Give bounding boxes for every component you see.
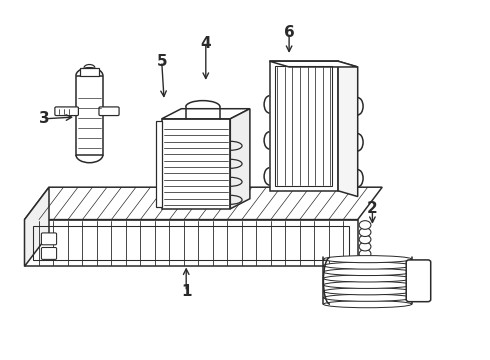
Text: 4: 4 — [200, 36, 211, 51]
FancyBboxPatch shape — [41, 233, 56, 245]
Bar — [275, 66, 332, 186]
Circle shape — [359, 242, 371, 251]
Ellipse shape — [323, 256, 412, 263]
Bar — [270, 61, 338, 191]
Circle shape — [359, 257, 371, 265]
Ellipse shape — [323, 282, 412, 288]
Polygon shape — [24, 187, 49, 266]
Bar — [162, 119, 230, 209]
Circle shape — [359, 249, 371, 258]
Text: 2: 2 — [367, 201, 378, 216]
Polygon shape — [230, 109, 250, 209]
Ellipse shape — [323, 262, 412, 269]
FancyBboxPatch shape — [99, 107, 119, 116]
Ellipse shape — [323, 269, 412, 275]
Ellipse shape — [323, 288, 412, 295]
Text: 1: 1 — [181, 284, 192, 299]
Ellipse shape — [323, 275, 412, 282]
Ellipse shape — [323, 301, 412, 308]
Polygon shape — [24, 187, 382, 220]
Circle shape — [359, 228, 371, 237]
Circle shape — [359, 221, 371, 229]
Bar — [80, 68, 99, 76]
Polygon shape — [156, 121, 162, 207]
FancyBboxPatch shape — [41, 248, 56, 259]
FancyBboxPatch shape — [55, 107, 78, 116]
FancyBboxPatch shape — [406, 260, 431, 302]
Text: 5: 5 — [156, 54, 167, 69]
Text: 3: 3 — [39, 111, 49, 126]
Bar — [76, 76, 103, 155]
Polygon shape — [24, 220, 358, 266]
Polygon shape — [270, 61, 358, 67]
Polygon shape — [338, 61, 358, 197]
Ellipse shape — [323, 294, 412, 301]
Polygon shape — [162, 109, 250, 119]
Circle shape — [359, 235, 371, 244]
Text: 6: 6 — [284, 25, 294, 40]
